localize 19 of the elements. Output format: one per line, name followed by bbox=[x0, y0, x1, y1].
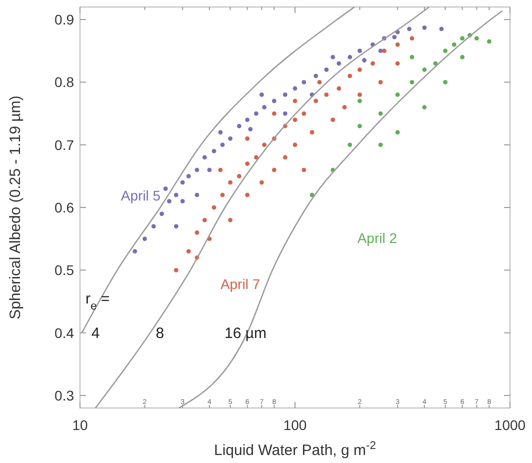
annotation: r$_{e}$ = bbox=[85, 290, 110, 312]
x-tick-label: 100 bbox=[283, 417, 307, 433]
y-tick-label: 0.4 bbox=[54, 324, 74, 341]
annotation: 8 bbox=[156, 324, 164, 342]
x-tick-label: 1000 bbox=[494, 417, 526, 433]
y-tick-label: 0.5 bbox=[54, 262, 74, 278]
y-tick-label: 0.8 bbox=[54, 74, 74, 90]
y-tick-label: 0.7 bbox=[54, 136, 74, 153]
series-label: April 5 bbox=[120, 188, 161, 204]
annotation: 4 bbox=[91, 324, 100, 342]
x-tick-label: 10 bbox=[72, 417, 88, 433]
y-tick-label: 0.9 bbox=[54, 12, 74, 28]
y-tick-label: 0.3 bbox=[54, 387, 74, 404]
series-label: April 7 bbox=[220, 276, 260, 292]
text: April 2 bbox=[357, 230, 398, 246]
annotation: 16 µm bbox=[224, 324, 266, 342]
x-axis-title: Liquid Water Path, g m$^{-2}$ bbox=[214, 440, 376, 459]
y-tick-label: 0.6 bbox=[54, 200, 74, 216]
y-axis-title: Spherical Albedo (0.25 - 1.19 µm) bbox=[7, 96, 24, 320]
